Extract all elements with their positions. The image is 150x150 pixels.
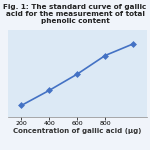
X-axis label: Concentration of gallic acid (μg): Concentration of gallic acid (μg) — [13, 128, 141, 134]
Text: Fig. 1: The standard curve of gallic acid for the measurement of total phenolic : Fig. 1: The standard curve of gallic aci… — [3, 4, 147, 24]
